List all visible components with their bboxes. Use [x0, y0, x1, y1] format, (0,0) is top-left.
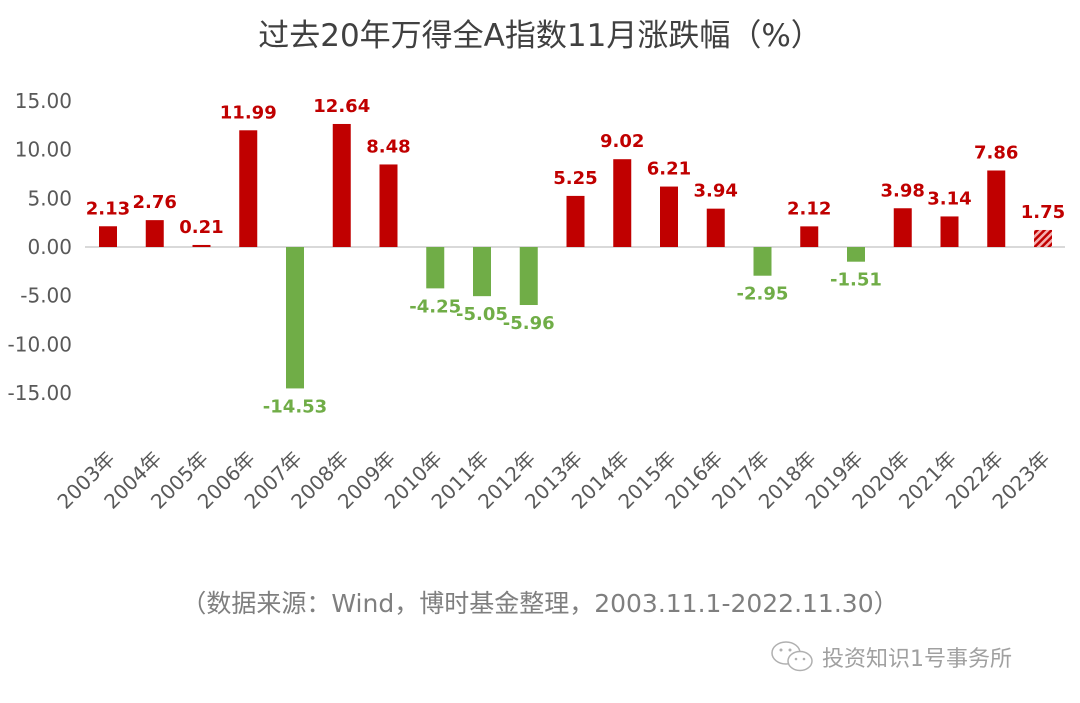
bar [426, 247, 445, 289]
chart-title: 过去20年万得全A指数11月涨跌幅（%） [258, 18, 822, 54]
bar [987, 170, 1006, 247]
watermark: 投资知识1号事务所 [770, 640, 1012, 674]
watermark-text: 投资知识1号事务所 [822, 647, 1012, 672]
data-label: 2.76 [133, 192, 177, 213]
data-label: 12.64 [313, 96, 370, 117]
data-label: -5.96 [503, 313, 555, 334]
bar [940, 216, 959, 247]
data-label: 2.13 [86, 198, 130, 219]
bar [379, 164, 398, 247]
bar [566, 195, 585, 247]
data-label: -5.05 [456, 304, 508, 325]
y-tick-label: -10.00 [8, 332, 72, 356]
y-tick-label: 5.00 [27, 186, 72, 210]
bar [847, 247, 865, 262]
bar [286, 247, 304, 389]
bar [660, 186, 678, 247]
bar [145, 220, 164, 247]
data-label: 6.21 [647, 159, 691, 180]
bar [1034, 229, 1052, 247]
bar [893, 208, 912, 247]
bar [192, 244, 211, 247]
y-tick-label: 10.00 [15, 138, 72, 162]
bar [519, 247, 538, 306]
data-label: 8.48 [366, 136, 410, 157]
bar [706, 208, 725, 247]
bar [800, 226, 819, 247]
data-label: -1.51 [830, 270, 882, 291]
data-label: 3.94 [694, 181, 738, 202]
bar [473, 247, 491, 297]
data-label: 1.75 [1021, 202, 1065, 223]
y-tick-label: 0.00 [27, 235, 72, 259]
y-tick-label: 15.00 [15, 89, 72, 113]
wechat-icon [771, 641, 813, 672]
data-label: 11.99 [220, 102, 277, 123]
data-label: 3.98 [881, 180, 925, 201]
bar [753, 247, 772, 276]
data-label: 5.25 [553, 168, 597, 189]
data-label: -2.95 [737, 284, 789, 305]
data-label: 2.12 [787, 198, 831, 219]
data-label: 3.14 [927, 188, 971, 209]
data-label: 9.02 [600, 131, 644, 152]
y-tick-label: -15.00 [8, 381, 72, 405]
bar [99, 226, 117, 247]
y-tick-label: -5.00 [20, 284, 72, 308]
bar [239, 130, 258, 247]
source-note: （数据来源：Wind，博时基金整理，2003.11.1-2022.11.30） [181, 589, 899, 618]
data-label: 0.21 [179, 217, 223, 238]
bar [332, 123, 351, 247]
data-label: -4.25 [409, 296, 461, 317]
data-label: -14.53 [263, 396, 327, 417]
bar [613, 159, 632, 247]
data-label: 7.86 [974, 142, 1018, 163]
